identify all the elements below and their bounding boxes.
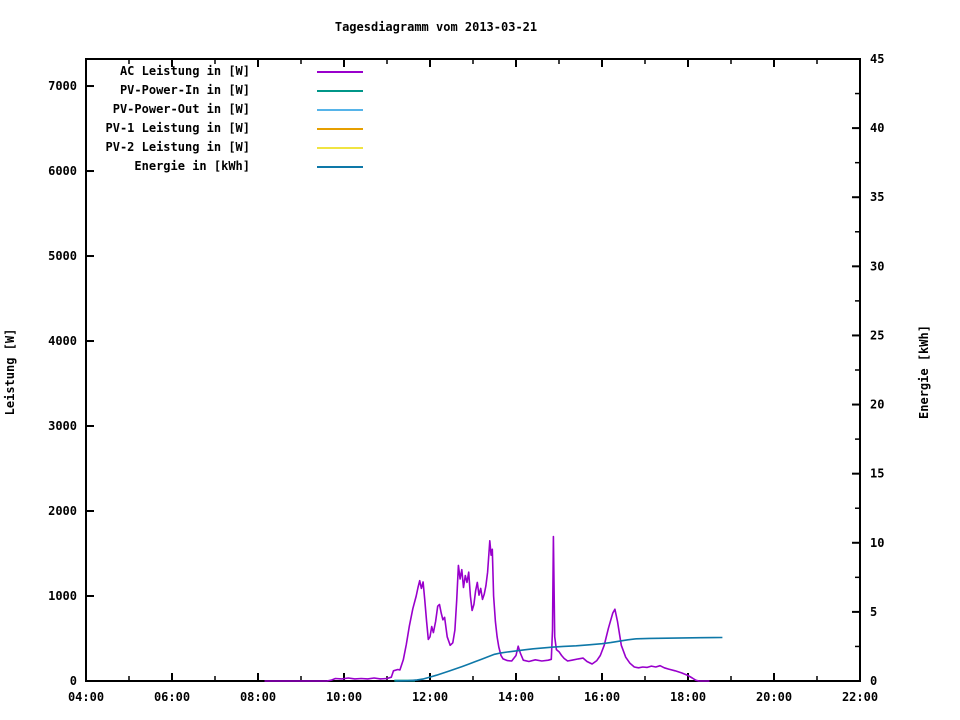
x-tick-label: 22:00 [842,690,878,704]
x-tick-label: 20:00 [756,690,792,704]
chart-title: Tagesdiagramm vom 2013-03-21 [334,20,538,34]
y-right-tick-label: 0 [870,674,877,688]
legend-label: PV-1 Leistung in [W] [105,121,251,135]
x-tick-label: 06:00 [154,690,190,704]
legend-label: PV-Power-Out in [W] [112,102,250,116]
legend-line-sample [317,166,363,168]
y-right-tick-label: 10 [870,536,884,550]
y-right-tick-label: 35 [870,190,884,204]
y-right-tick-label: 40 [870,121,884,135]
y-left-tick-label: 4000 [48,334,77,348]
x-tick-label: 14:00 [498,690,534,704]
y-left-tick-label: 7000 [48,79,77,93]
y-left-tick-label: 3000 [48,419,77,433]
legend-label: PV-Power-In in [W] [119,83,250,97]
y-right-tick-label: 5 [870,605,877,619]
legend-label: Energie in [kWh] [134,159,250,173]
legend-line-sample [317,147,363,149]
y-right-tick-label: 30 [870,259,884,273]
x-tick-label: 12:00 [412,690,448,704]
x-tick-label: 04:00 [68,690,104,704]
y-right-tick-label: 15 [870,467,884,481]
x-tick-label: 16:00 [584,690,620,704]
y-right-tick-label: 25 [870,328,884,342]
y-left-tick-label: 0 [70,674,77,688]
series-ac-leistung-in-w- [264,535,710,682]
y-left-tick-label: 1000 [48,589,77,603]
legend-line-sample [317,71,363,73]
y-left-tick-label: 6000 [48,164,77,178]
x-tick-label: 08:00 [240,690,276,704]
x-tick-label: 10:00 [326,690,362,704]
y-left-tick-label: 5000 [48,249,77,263]
legend-line-sample [317,90,363,92]
y-right-tick-label: 45 [870,52,884,66]
legend-label: AC Leistung in [W] [119,64,250,78]
legend-line-sample [317,109,363,111]
x-tick-label: 18:00 [670,690,706,704]
y-right-tick-label: 20 [870,398,884,412]
legend-label: PV-2 Leistung in [W] [105,140,251,154]
y-left-tick-label: 2000 [48,504,77,518]
legend-line-sample [317,128,363,130]
series-energie-in-kwh- [395,636,723,682]
